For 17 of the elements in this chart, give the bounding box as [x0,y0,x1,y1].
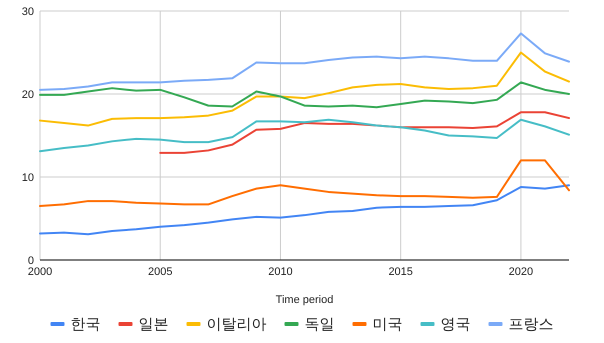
legend-label: 영국 [440,316,470,333]
legend-label: 한국 [70,316,100,333]
x-tick-label: 2015 [388,266,413,278]
y-tick-label: 0 [28,255,34,267]
legend-label: 이탈리아 [206,316,266,333]
legend-label: 미국 [372,316,402,333]
y-tick-label: 30 [22,6,34,18]
y-tick-label: 10 [22,172,34,184]
x-tick-label: 2020 [508,266,534,278]
legend-label: 프랑스 [508,316,554,333]
y-tick-label: 20 [22,89,34,101]
x-tick-label: 2000 [28,266,52,278]
legend-label: 일본 [138,316,168,333]
x-tick-label: 2005 [148,266,172,278]
legend-label: 독일 [304,316,334,333]
x-axis-title: Time period [276,294,334,306]
x-tick-label: 2010 [268,266,293,278]
